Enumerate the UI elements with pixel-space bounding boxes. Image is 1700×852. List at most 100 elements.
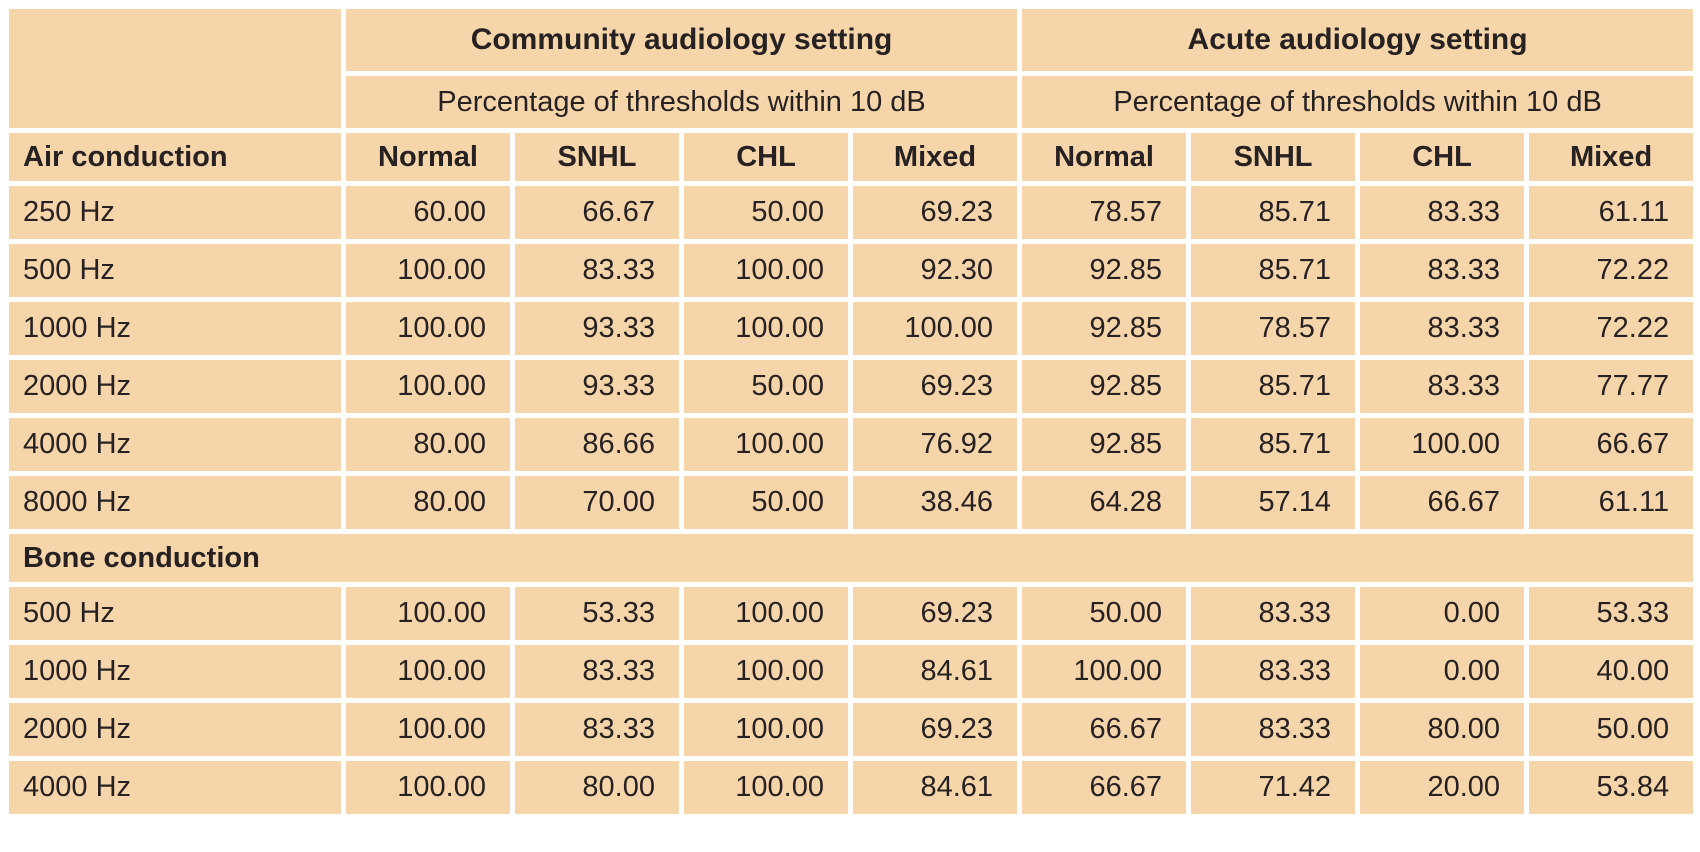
table-container: Community audiology setting Acute audiol… [3, 4, 1699, 819]
value-cell-acute: 71.42 [1186, 756, 1361, 819]
value-cell-community: 100.00 [341, 698, 515, 761]
value-cell-community: 100.00 [847, 297, 1023, 360]
frequency-row: 250 Hz 60.00 66.67 50.00 69.23 78.57 85.71 83.3… [4, 181, 1699, 244]
frequency-row: 500 Hz 100.00 53.33 100.00 69.23 50.00 83.33 0.… [4, 582, 1699, 645]
value-cell-acute: 66.67 [1524, 413, 1699, 476]
value-cell-acute: 100.00 [1355, 413, 1530, 476]
value-cell-acute: 83.33 [1355, 355, 1530, 418]
value-cell-community: 84.61 [847, 756, 1023, 819]
value-cell-acute: 66.67 [1017, 698, 1192, 761]
column-header-chl-acute: CHL [1355, 128, 1530, 186]
frequency-label: 2000 Hz [4, 355, 346, 418]
value-cell-community: 86.66 [510, 413, 684, 476]
value-cell-acute: 53.33 [1524, 582, 1699, 645]
value-cell-acute: 66.67 [1355, 471, 1530, 534]
value-cell-acute: 83.33 [1355, 181, 1530, 244]
value-cell-acute: 50.00 [1524, 698, 1699, 761]
value-cell-community: 100.00 [341, 355, 515, 418]
value-cell-community: 69.23 [847, 698, 1023, 761]
frequency-label: 1000 Hz [4, 640, 346, 703]
subheader-acute: Percentage of thresholds within 10 dB [1017, 71, 1699, 133]
value-cell-community: 80.00 [510, 756, 684, 819]
frequency-label: 250 Hz [4, 181, 346, 244]
value-cell-acute: 20.00 [1355, 756, 1530, 819]
value-cell-community: 69.23 [847, 181, 1023, 244]
value-cell-acute: 92.85 [1017, 239, 1192, 302]
value-cell-community: 100.00 [679, 698, 853, 761]
value-cell-acute: 85.71 [1186, 239, 1361, 302]
value-cell-acute: 83.33 [1355, 297, 1530, 360]
value-cell-community: 100.00 [679, 413, 853, 476]
value-cell-acute: 78.57 [1186, 297, 1361, 360]
group-header-acute: Acute audiology setting [1017, 4, 1699, 76]
value-cell-community: 38.46 [847, 471, 1023, 534]
value-cell-community: 83.33 [510, 239, 684, 302]
value-cell-community: 100.00 [679, 582, 853, 645]
value-cell-acute: 0.00 [1355, 640, 1530, 703]
column-header-mixed-community: Mixed [847, 128, 1023, 186]
value-cell-community: 60.00 [341, 181, 515, 244]
value-cell-acute: 100.00 [1017, 640, 1192, 703]
value-cell-acute: 57.14 [1186, 471, 1361, 534]
value-cell-acute: 85.71 [1186, 181, 1361, 244]
value-cell-community: 93.33 [510, 297, 684, 360]
value-cell-acute: 66.67 [1017, 756, 1192, 819]
frequency-row: 8000 Hz 80.00 70.00 50.00 38.46 64.28 57.14 66.… [4, 471, 1699, 534]
frequency-label: 500 Hz [4, 239, 346, 302]
value-cell-community: 93.33 [510, 355, 684, 418]
value-cell-acute: 80.00 [1355, 698, 1530, 761]
frequency-row: 1000 Hz 100.00 83.33 100.00 84.61 100.00 83.33… [4, 640, 1699, 703]
value-cell-acute: 61.11 [1524, 181, 1699, 244]
value-cell-community: 70.00 [510, 471, 684, 534]
value-cell-acute: 83.33 [1186, 640, 1361, 703]
value-cell-community: 92.30 [847, 239, 1023, 302]
value-cell-community: 83.33 [510, 640, 684, 703]
value-cell-acute: 72.22 [1524, 297, 1699, 360]
frequency-label: 4000 Hz [4, 756, 346, 819]
value-cell-community: 100.00 [679, 756, 853, 819]
value-cell-community: 53.33 [510, 582, 684, 645]
value-cell-acute: 92.85 [1017, 413, 1192, 476]
value-cell-acute: 92.85 [1017, 297, 1192, 360]
value-cell-community: 100.00 [341, 582, 515, 645]
value-cell-acute: 92.85 [1017, 355, 1192, 418]
value-cell-community: 69.23 [847, 582, 1023, 645]
frequency-label: 2000 Hz [4, 698, 346, 761]
value-cell-acute: 78.57 [1017, 181, 1192, 244]
value-cell-community: 50.00 [679, 355, 853, 418]
column-header-mixed-acute: Mixed [1524, 128, 1699, 186]
frequency-label: 1000 Hz [4, 297, 346, 360]
value-cell-acute: 40.00 [1524, 640, 1699, 703]
frequency-row: 1000 Hz 100.00 93.33 100.00 100.00 92.85 78.57… [4, 297, 1699, 360]
value-cell-community: 100.00 [679, 239, 853, 302]
subheader-community: Percentage of thresholds within 10 dB [340, 71, 1023, 133]
value-cell-acute: 0.00 [1355, 582, 1530, 645]
subheader-row: Percentage of thresholds within 10 dB Pe… [7, 71, 1699, 133]
value-cell-community: 69.23 [847, 355, 1023, 418]
section-header-air-conduction: Air conduction [4, 128, 346, 186]
audiology-thresholds-table: Community audiology setting Acute audiol… [3, 4, 1699, 819]
value-cell-acute: 50.00 [1017, 582, 1192, 645]
column-header-chl-community: CHL [679, 128, 853, 186]
column-header-snhl-community: SNHL [510, 128, 684, 186]
column-header-normal-acute: Normal [1017, 128, 1192, 186]
value-cell-acute: 85.71 [1186, 413, 1361, 476]
corner-empty-cell [4, 4, 346, 133]
value-cell-community: 76.92 [847, 413, 1023, 476]
value-cell-community: 100.00 [679, 297, 853, 360]
frequency-row: 4000 Hz 100.00 80.00 100.00 84.61 66.67 71.42 2… [4, 756, 1699, 819]
value-cell-community: 100.00 [341, 297, 515, 360]
column-header-normal-community: Normal [341, 128, 515, 186]
frequency-row: 500 Hz 100.00 83.33 100.00 92.30 92.85 85.71 83… [4, 239, 1699, 302]
section-row: Bone conduction [3, 529, 1699, 587]
value-cell-community: 100.00 [341, 756, 515, 819]
value-cell-acute: 61.11 [1524, 471, 1699, 534]
frequency-label: 500 Hz [4, 582, 346, 645]
section-header-bone-conduction: Bone conduction [3, 529, 1699, 587]
value-cell-community: 50.00 [679, 471, 853, 534]
table-body: 250 Hz 60.00 66.67 50.00 69.23 78.57 85.71 83.3… [3, 181, 1699, 819]
value-cell-community: 100.00 [341, 239, 515, 302]
value-cell-acute: 83.33 [1355, 239, 1530, 302]
value-cell-community: 83.33 [510, 698, 684, 761]
value-cell-acute: 83.33 [1186, 698, 1361, 761]
